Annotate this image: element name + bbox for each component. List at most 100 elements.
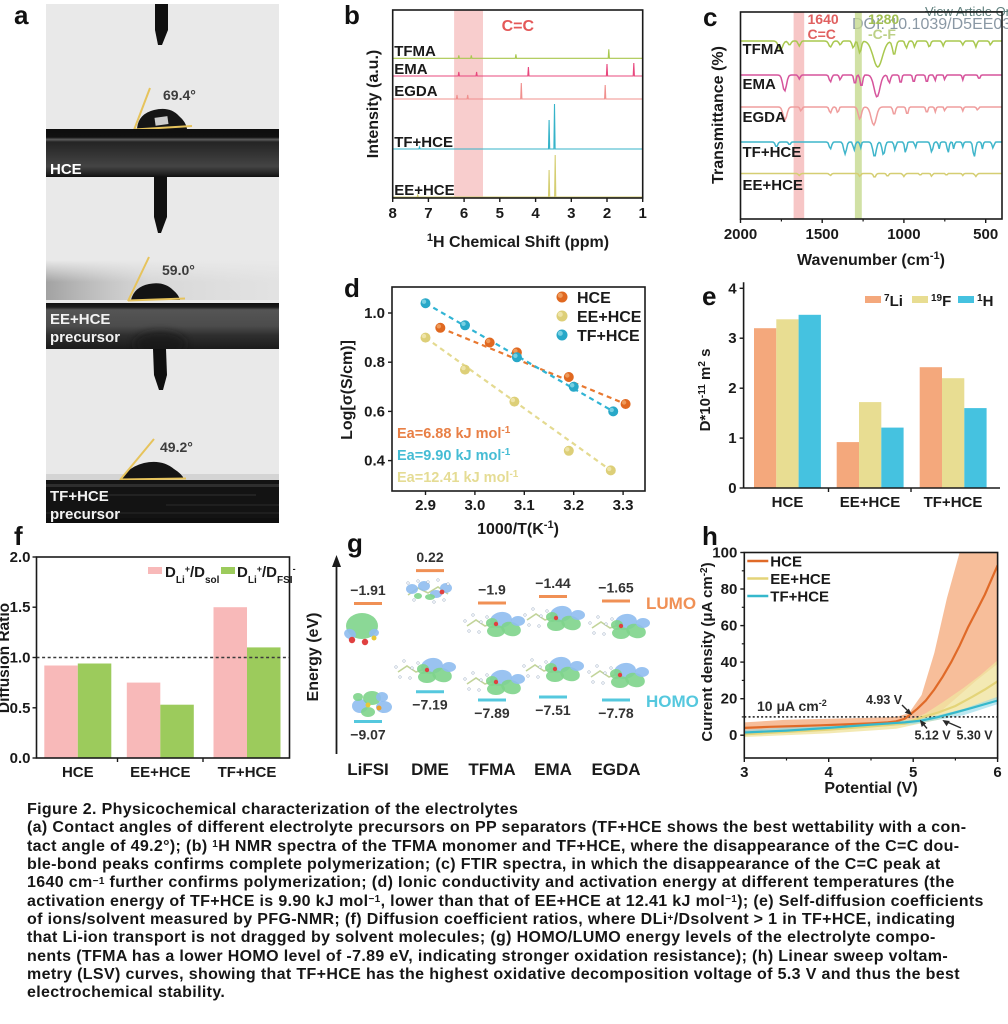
svg-text:4.93 V: 4.93 V (866, 693, 903, 707)
svg-text:TF+HCE: TF+HCE (50, 488, 109, 505)
svg-text:C=C: C=C (502, 18, 535, 35)
svg-text:20: 20 (721, 691, 738, 708)
svg-text:precursor: precursor (50, 329, 120, 346)
svg-text:−1.9: −1.9 (478, 582, 506, 598)
svg-text:59.0°: 59.0° (162, 262, 195, 278)
svg-text:−1.91: −1.91 (350, 582, 386, 598)
svg-text:0.8: 0.8 (364, 354, 385, 371)
svg-text:5: 5 (496, 205, 504, 222)
svg-text:EE+HCE: EE+HCE (130, 764, 190, 780)
svg-text:2: 2 (603, 205, 611, 222)
svg-text:EMA: EMA (394, 61, 428, 78)
svg-text:LUMO: LUMO (646, 594, 696, 613)
svg-text:1.0: 1.0 (364, 305, 385, 322)
svg-text:D*10-11 m2 s: D*10-11 m2 s (697, 349, 715, 432)
svg-text:40: 40 (721, 654, 738, 671)
svg-text:Intensity (a.u.): Intensity (a.u.) (365, 50, 382, 158)
svg-text:1.5: 1.5 (10, 599, 31, 616)
svg-text:Current density (μA cm-2): Current density (μA cm-2) (699, 562, 717, 741)
svg-text:TF+HCE: TF+HCE (394, 134, 453, 151)
svg-text:C=C: C=C (808, 26, 836, 42)
svg-text:5.12 V: 5.12 V (915, 729, 952, 743)
svg-text:Energy (eV): Energy (eV) (305, 613, 322, 702)
svg-text:6: 6 (993, 764, 1001, 781)
svg-text:1H Chemical Shift (ppm): 1H Chemical Shift (ppm) (427, 232, 609, 251)
svg-text:−7.78: −7.78 (598, 705, 634, 721)
svg-text:DLi+/DFSI-: DLi+/DFSI- (237, 564, 296, 586)
svg-text:1280: 1280 (868, 11, 899, 27)
svg-text:Ea=12.41 kJ mol-1: Ea=12.41 kJ mol-1 (397, 469, 519, 487)
svg-text:EGDA: EGDA (743, 109, 787, 126)
svg-text:1H: 1H (977, 293, 993, 311)
svg-text:EE+HCE: EE+HCE (50, 311, 110, 328)
svg-text:EE+HCE: EE+HCE (770, 571, 830, 588)
svg-text:49.2°: 49.2° (160, 439, 193, 455)
svg-text:LiFSI: LiFSI (347, 760, 389, 779)
svg-text:HCE: HCE (62, 764, 94, 780)
svg-text:3: 3 (567, 205, 575, 222)
svg-text:TF+HCE: TF+HCE (924, 494, 983, 511)
svg-text:10 μA cm-2: 10 μA cm-2 (757, 698, 827, 714)
svg-text:EGDA: EGDA (394, 83, 438, 100)
svg-text:4: 4 (531, 205, 540, 222)
svg-text:19F: 19F (931, 293, 951, 311)
svg-text:3.2: 3.2 (563, 497, 584, 514)
svg-text:0: 0 (729, 727, 737, 744)
svg-text:-C-F: -C-F (868, 26, 896, 42)
svg-text:Potential (V): Potential (V) (824, 780, 917, 797)
svg-text:1: 1 (639, 205, 647, 222)
svg-text:DME: DME (411, 760, 449, 779)
svg-text:HCE: HCE (50, 161, 82, 178)
svg-text:2000: 2000 (724, 226, 757, 243)
svg-text:0.6: 0.6 (364, 403, 385, 420)
svg-text:HOMO: HOMO (646, 692, 699, 711)
svg-text:5: 5 (909, 764, 917, 781)
svg-text:HCE: HCE (770, 554, 802, 571)
svg-text:Ea=6.88 kJ mol-1: Ea=6.88 kJ mol-1 (397, 425, 511, 443)
svg-text:1640: 1640 (808, 11, 839, 27)
svg-text:4: 4 (728, 280, 737, 297)
svg-text:EE+HCE: EE+HCE (577, 309, 642, 326)
svg-text:0: 0 (728, 480, 736, 497)
svg-text:TF+HCE: TF+HCE (770, 589, 829, 606)
svg-text:1.0: 1.0 (10, 650, 31, 667)
svg-text:0.0: 0.0 (10, 750, 31, 767)
svg-text:2.9: 2.9 (415, 497, 436, 514)
svg-text:0.22: 0.22 (416, 549, 443, 565)
svg-text:Wavenumber (cm-1): Wavenumber (cm-1) (797, 250, 945, 269)
svg-text:3.0: 3.0 (464, 497, 485, 514)
svg-text:0.5: 0.5 (10, 700, 31, 717)
svg-text:1000: 1000 (887, 226, 920, 243)
svg-text:7: 7 (424, 205, 432, 222)
svg-text:HCE: HCE (772, 494, 804, 511)
svg-text:80: 80 (721, 581, 738, 598)
svg-text:69.4°: 69.4° (163, 87, 196, 103)
svg-text:100: 100 (712, 545, 737, 562)
svg-text:HCE: HCE (577, 290, 611, 307)
svg-text:TF+HCE: TF+HCE (218, 764, 277, 780)
svg-text:Diffusion Ratio: Diffusion Ratio (0, 603, 13, 713)
svg-text:TFMA: TFMA (394, 43, 436, 60)
svg-text:3.3: 3.3 (613, 497, 634, 514)
svg-text:60: 60 (721, 618, 738, 635)
svg-text:4: 4 (825, 764, 834, 781)
svg-text:−7.51: −7.51 (535, 702, 571, 718)
svg-text:Log[σ(S/cm)]: Log[σ(S/cm)] (339, 340, 356, 440)
svg-text:3.1: 3.1 (514, 497, 535, 514)
svg-text:EMA: EMA (743, 76, 777, 93)
svg-text:0.4: 0.4 (364, 453, 386, 470)
svg-text:1500: 1500 (806, 226, 839, 243)
svg-text:TF+HCE: TF+HCE (743, 144, 802, 161)
svg-text:−1.44: −1.44 (535, 575, 571, 591)
svg-text:5.30 V: 5.30 V (957, 729, 994, 743)
svg-text:EE+HCE: EE+HCE (840, 494, 900, 511)
svg-text:EGDA: EGDA (591, 760, 640, 779)
svg-text:8: 8 (389, 205, 397, 222)
svg-text:7Li: 7Li (884, 293, 903, 311)
svg-text:−7.19: −7.19 (412, 697, 448, 713)
svg-text:TFMA: TFMA (468, 760, 515, 779)
svg-text:6: 6 (460, 205, 468, 222)
svg-text:500: 500 (973, 226, 998, 243)
svg-text:TF+HCE: TF+HCE (577, 328, 640, 345)
svg-text:3: 3 (728, 330, 736, 347)
